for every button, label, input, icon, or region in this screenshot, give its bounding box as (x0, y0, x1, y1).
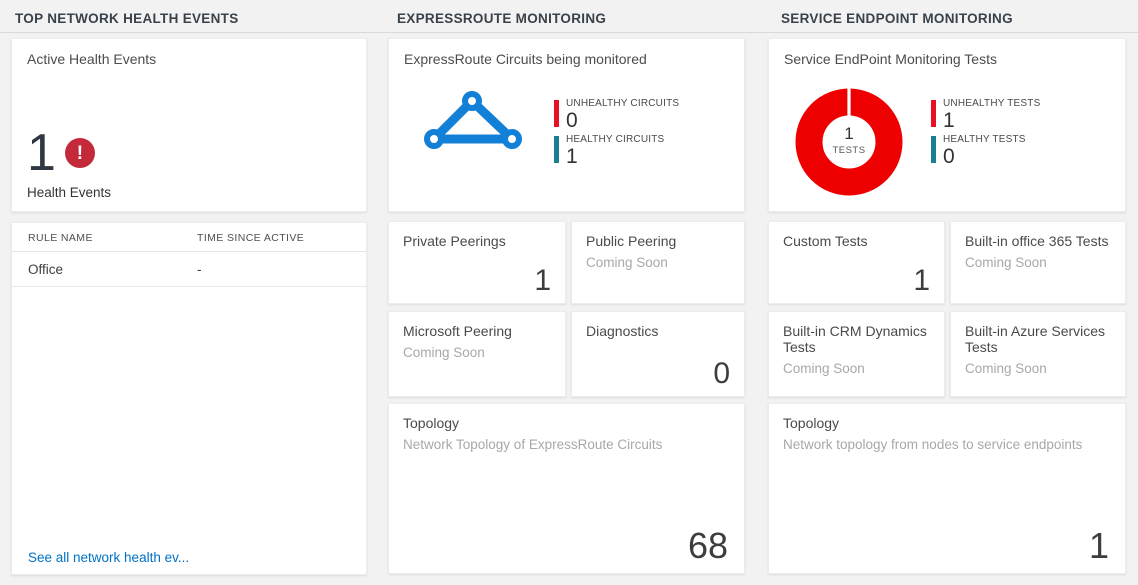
tile-expressroute-topology[interactable]: Topology Network Topology of ExpressRout… (388, 403, 745, 574)
tile-subtitle: Coming Soon (586, 255, 668, 270)
unhealthy-tests-color-bar (931, 100, 936, 127)
active-health-events-card[interactable]: Active Health Events 1 ! Health Events (11, 38, 367, 212)
active-health-events-title: Active Health Events (27, 51, 157, 67)
healthy-tests-legend-item: HEALTHY TESTS 0 (931, 134, 1040, 168)
tile-title: Built-in Azure Services Tests (965, 323, 1106, 355)
unhealthy-circuits-value: 0 (566, 109, 578, 132)
tile-title: Microsoft Peering (403, 323, 512, 339)
health-events-table-card: RULE NAME TIME SINCE ACTIVE Office - See… (11, 222, 367, 575)
unhealthy-circuits-legend-item: UNHEALTHY CIRCUITS 0 (554, 98, 679, 132)
tile-custom-tests[interactable]: Custom Tests 1 (768, 221, 945, 304)
table-row[interactable]: Office - (12, 252, 366, 287)
column-header-time-since-active: TIME SINCE ACTIVE (197, 232, 305, 244)
tile-public-peering[interactable]: Public Peering Coming Soon (571, 221, 745, 304)
rule-name-cell: Office (28, 262, 64, 277)
tile-built-in-crm-dynamics-tests[interactable]: Built-in CRM Dynamics Tests Coming Soon (768, 311, 945, 397)
section-title-expressroute: EXPRESSROUTE MONITORING (397, 11, 607, 26)
tile-title: Built-in CRM Dynamics Tests (783, 323, 927, 355)
tile-title: Custom Tests (783, 233, 868, 249)
section-title-health-events: TOP NETWORK HEALTH EVENTS (15, 11, 239, 26)
time-since-active-cell: - (197, 262, 202, 277)
tile-title: Private Peerings (403, 233, 506, 249)
section-title-service-endpoint: SERVICE ENDPOINT MONITORING (781, 11, 1013, 26)
tile-value: 1 (1088, 525, 1109, 566)
tile-value: 1 (534, 264, 551, 297)
unhealthy-circuits-label: UNHEALTHY CIRCUITS (566, 98, 680, 109)
tile-built-in-azure-services-tests[interactable]: Built-in Azure Services Tests Coming Soo… (950, 311, 1126, 397)
healthy-circuits-color-bar (554, 136, 559, 164)
tests-donut-chart: 1 TESTS (795, 87, 903, 196)
tile-title: Public Peering (586, 233, 677, 249)
health-events-count: 1 (27, 124, 56, 182)
tile-value: 68 (687, 525, 728, 566)
healthy-tests-color-bar (931, 136, 936, 164)
tile-title: Built-in office 365 Tests (965, 233, 1109, 249)
tile-private-peerings[interactable]: Private Peerings 1 (388, 221, 566, 304)
tile-subtitle: Network topology from nodes to service e… (783, 437, 1083, 452)
healthy-tests-label: HEALTHY TESTS (943, 134, 1026, 146)
tile-built-in-office-365-tests[interactable]: Built-in office 365 Tests Coming Soon (950, 221, 1126, 304)
tests-legend: UNHEALTHY TESTS 1 HEALTHY TESTS 0 (931, 98, 1040, 170)
see-all-health-events-link[interactable]: See all network health ev... (28, 550, 190, 565)
healthy-circuits-legend-item: HEALTHY CIRCUITS 1 (554, 134, 679, 168)
unhealthy-tests-label: UNHEALTHY TESTS (943, 98, 1041, 109)
tile-microsoft-peering[interactable]: Microsoft Peering Coming Soon (388, 311, 566, 397)
tile-value: 1 (913, 264, 930, 297)
donut-center-value: 1 (844, 124, 853, 143)
table-header-row: RULE NAME TIME SINCE ACTIVE (12, 223, 366, 252)
expressroute-network-icon (424, 91, 522, 149)
alert-icon: ! (64, 138, 95, 168)
tile-subtitle: Coming Soon (965, 255, 1047, 270)
health-events-label: Health Events (27, 185, 112, 200)
tile-subtitle: Network Topology of ExpressRoute Circuit… (403, 437, 663, 452)
tile-subtitle: Coming Soon (965, 361, 1047, 376)
tile-title: Topology (783, 415, 840, 431)
unhealthy-circuits-color-bar (554, 100, 559, 127)
healthy-circuits-label: HEALTHY CIRCUITS (566, 134, 665, 146)
expressroute-circuits-title: ExpressRoute Circuits being monitored (404, 51, 647, 67)
tile-endpoint-topology[interactable]: Topology Network topology from nodes to … (768, 403, 1126, 574)
circuits-legend: UNHEALTHY CIRCUITS 0 HEALTHY CIRCUITS 1 (554, 98, 679, 170)
tile-title: Topology (403, 415, 460, 431)
service-endpoint-tests-card[interactable]: Service EndPoint Monitoring Tests 1 TEST… (768, 38, 1126, 212)
tile-diagnostics[interactable]: Diagnostics 0 (571, 311, 745, 397)
tile-subtitle: Coming Soon (403, 345, 485, 360)
expressroute-circuits-card[interactable]: ExpressRoute Circuits being monitored UN… (388, 38, 745, 212)
donut-center-label: TESTS (832, 145, 865, 156)
service-endpoint-tests-title: Service EndPoint Monitoring Tests (784, 51, 997, 67)
tile-subtitle: Coming Soon (783, 361, 865, 376)
column-header-rule-name: RULE NAME (28, 232, 93, 244)
healthy-tests-value: 0 (943, 145, 955, 169)
health-events-metric: 1 ! Health Events (27, 127, 111, 200)
unhealthy-tests-value: 1 (943, 109, 955, 132)
header-divider (0, 32, 1138, 33)
tile-title: Diagnostics (586, 323, 659, 339)
healthy-circuits-value: 1 (566, 145, 578, 169)
unhealthy-tests-legend-item: UNHEALTHY TESTS 1 (931, 98, 1040, 132)
tile-value: 0 (713, 357, 730, 390)
